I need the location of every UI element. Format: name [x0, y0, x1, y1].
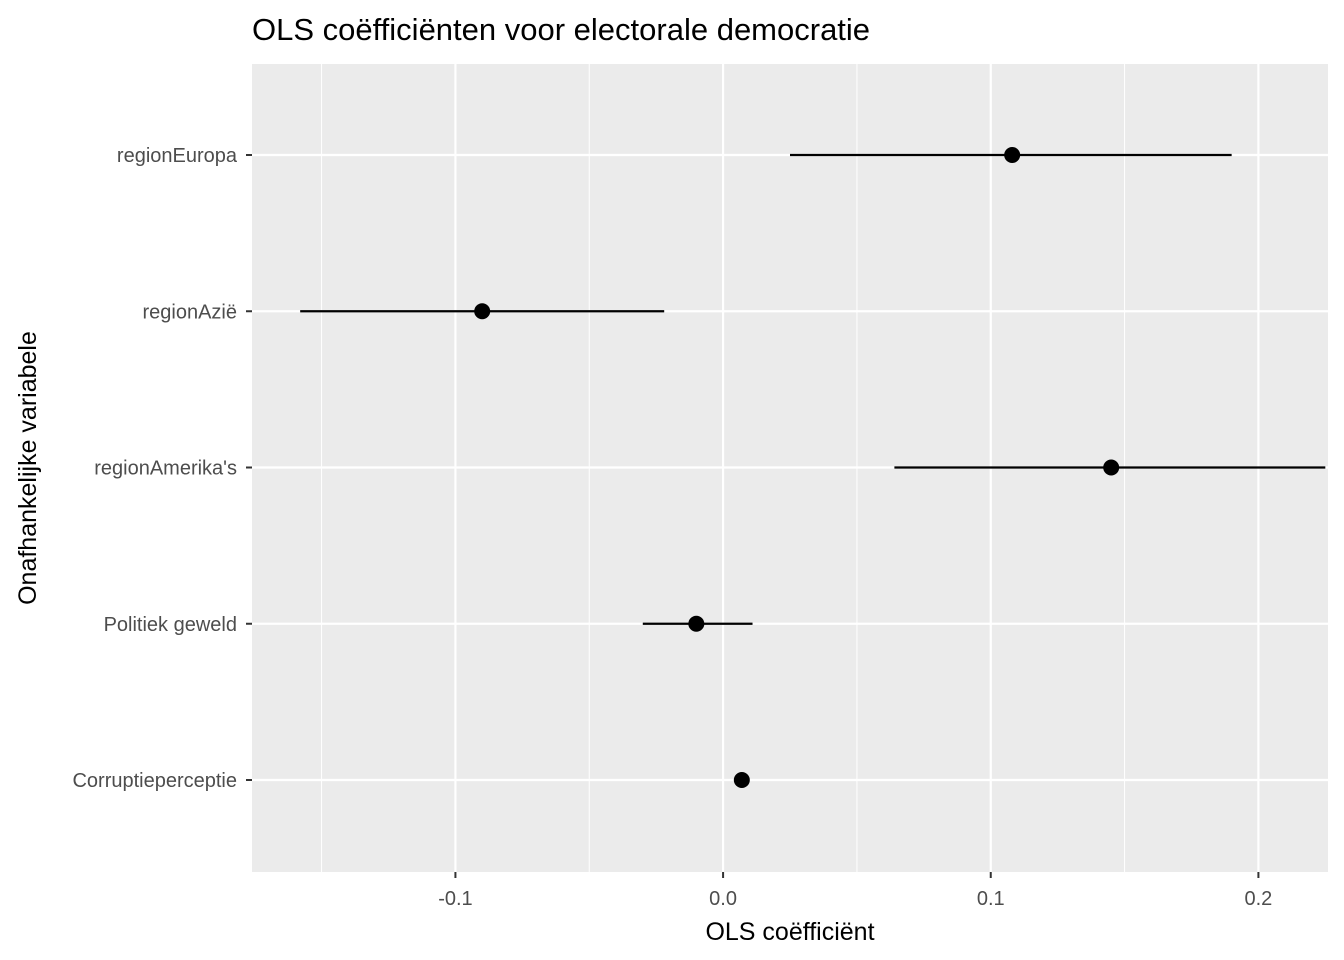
estimate-point: [733, 772, 750, 788]
y-tick-label: Politiek geweld: [104, 614, 237, 636]
estimate-point: [688, 615, 705, 632]
estimate-point: [1103, 459, 1120, 476]
x-axis-ticks: -0.1 0.0 0.1 0.2: [438, 872, 1272, 910]
coefficient-marks: [300, 147, 1326, 788]
x-axis-title: OLS coëfficiënt: [705, 918, 874, 946]
y-axis-ticks: regionEuropa regionAzië regionAmerika's Pol…: [72, 145, 252, 792]
y-tick-label: regionEuropa: [117, 145, 238, 167]
x-tick-label: 0.1: [977, 888, 1005, 910]
y-tick-label: regionAzië: [142, 301, 237, 323]
estimate-point: [474, 303, 491, 320]
x-tick-label: 0.2: [1245, 888, 1273, 910]
x-tick-label: -0.1: [438, 888, 472, 910]
y-axis-title: Onafhankelijke variabele: [14, 331, 42, 605]
y-tick-label: regionAmerika's: [94, 458, 237, 480]
chart-title: OLS coëfficiënten voor electorale democr…: [252, 12, 871, 47]
x-tick-label: 0.0: [709, 888, 737, 910]
y-tick-label: Corruptieperceptie: [72, 770, 237, 792]
estimate-point: [1004, 147, 1021, 163]
